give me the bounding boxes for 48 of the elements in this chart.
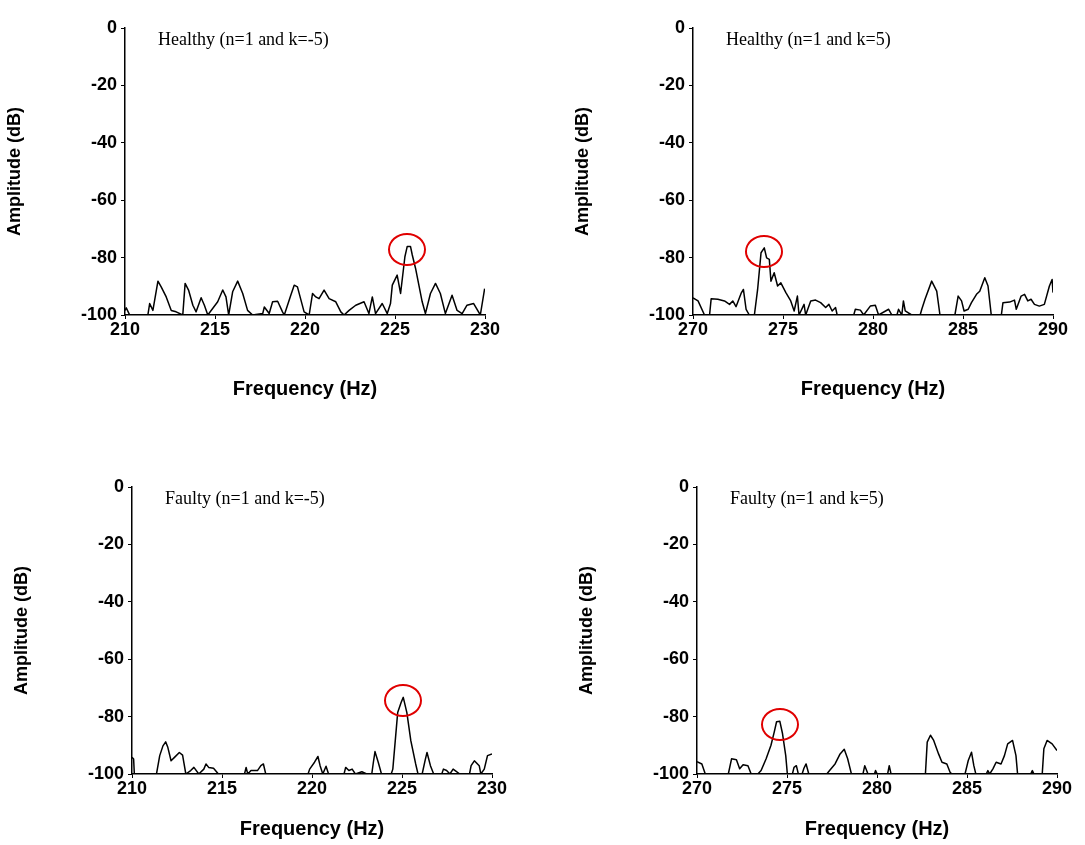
x-axis-title: Frequency (Hz) <box>239 816 385 839</box>
y-tick-label: -80 <box>662 705 689 726</box>
x-tick-label: 280 <box>861 777 893 798</box>
x-tick-label: 225 <box>386 777 418 798</box>
chart-title: Faulty (n=1 and k=-5) <box>165 487 325 509</box>
chart-title: Faulty (n=1 and k=5) <box>730 487 884 509</box>
x-tick-label: 275 <box>771 777 803 798</box>
y-tick-label: -60 <box>658 189 685 210</box>
y-tick-label: 0 <box>106 16 117 37</box>
y-axis-title: Amplitude (dB) <box>3 107 24 236</box>
y-tick-label: 0 <box>674 16 685 37</box>
x-tick-label: 280 <box>857 318 889 339</box>
y-tick-label: 0 <box>678 475 689 496</box>
x-axis-title: Frequency (Hz) <box>800 376 946 399</box>
x-tick-label: 215 <box>206 777 238 798</box>
x-tick-label: 225 <box>379 318 411 339</box>
y-axis-title: Amplitude (dB) <box>571 107 592 236</box>
x-tick-label: 215 <box>199 318 231 339</box>
y-axis-title: Amplitude (dB) <box>10 566 31 695</box>
chart-title: Healthy (n=1 and k=-5) <box>158 28 329 50</box>
y-tick-label: -40 <box>658 131 685 152</box>
y-axis-title: Amplitude (dB) <box>575 566 596 695</box>
x-tick-label: 290 <box>1041 777 1073 798</box>
y-tick-label: -60 <box>97 648 124 669</box>
y-tick-label: -80 <box>97 705 124 726</box>
y-tick-label: -60 <box>662 648 689 669</box>
x-tick-label: 285 <box>947 318 979 339</box>
y-tick-label: -80 <box>90 246 117 267</box>
y-tick-label: -60 <box>90 189 117 210</box>
x-tick-label: 290 <box>1037 318 1069 339</box>
x-tick-label: 220 <box>289 318 321 339</box>
x-tick-label: 285 <box>951 777 983 798</box>
y-tick-label: -20 <box>97 533 124 554</box>
y-tick-label: -40 <box>97 590 124 611</box>
y-tick-label: 0 <box>113 475 124 496</box>
y-tick-label: -40 <box>90 131 117 152</box>
y-tick-label: -20 <box>658 74 685 95</box>
x-axis-title: Frequency (Hz) <box>804 816 950 839</box>
y-tick-label: -20 <box>90 74 117 95</box>
x-tick-label: 275 <box>767 318 799 339</box>
x-tick-label: 230 <box>469 318 501 339</box>
y-tick-label: -80 <box>658 246 685 267</box>
x-tick-label: 220 <box>296 777 328 798</box>
y-tick-label: -20 <box>662 533 689 554</box>
y-tick-label: -40 <box>662 590 689 611</box>
x-axis-title: Frequency (Hz) <box>232 376 378 399</box>
chart-title: Healthy (n=1 and k=5) <box>726 28 891 50</box>
x-tick-label: 230 <box>476 777 508 798</box>
